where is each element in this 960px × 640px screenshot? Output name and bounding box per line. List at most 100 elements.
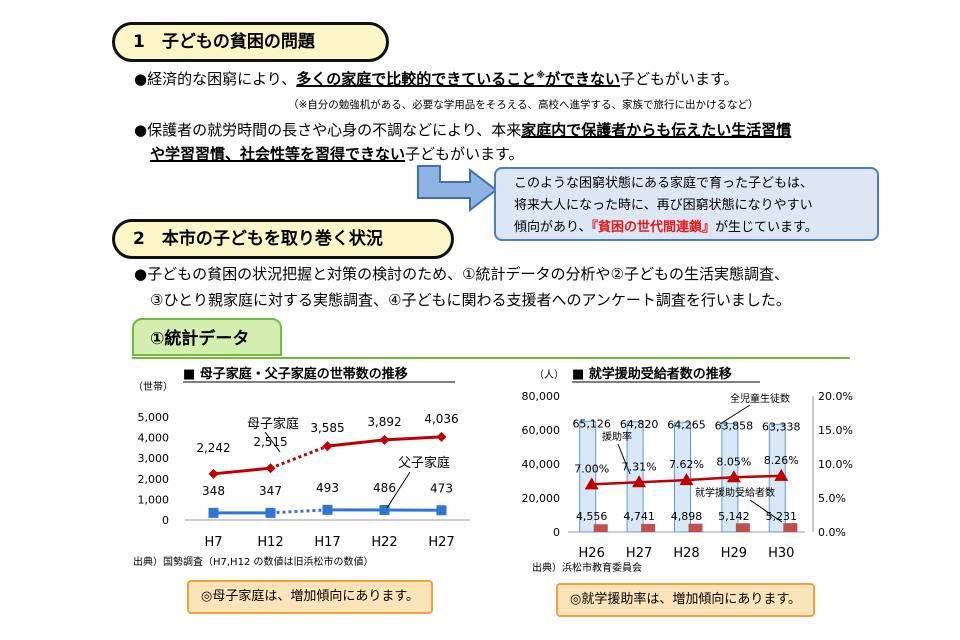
conclusion-chart1: ◎母子家庭は、増加傾向にあります。: [187, 580, 434, 614]
chart1-xtick: H12: [257, 535, 283, 550]
chart2-title: ■ 就学援助受給者数の推移: [572, 366, 732, 382]
chart1-ytick: 4,000: [138, 432, 170, 445]
callout-line3: 傾向があり、『貧困の世代間連鎖』が生じています。: [514, 220, 818, 235]
chart1-legend-mother: 母子家庭: [247, 416, 299, 432]
chart2-xtick: H30: [768, 546, 794, 561]
section1-bullet1: ●経済的な困窮により、多くの家庭で比較的できていること※ができない子どもがいます…: [134, 70, 739, 88]
chart1-point-mother: [265, 463, 276, 474]
chart1-label-mother: 2,515: [253, 435, 287, 449]
chart1-label-father: 473: [430, 481, 453, 495]
chart2-rate-point: [679, 473, 694, 486]
callout-line1: このような困窮状態にある家庭で育った子どもは、: [514, 176, 814, 191]
chart2-label-aid: 5,142: [718, 510, 750, 523]
chart2-y2tick: 20.0%: [818, 390, 853, 403]
chart2-label-total: 63,858: [715, 419, 754, 432]
chart1-xtick: H7: [204, 535, 222, 550]
chart1-legend-father-leader: [386, 471, 411, 509]
chart2-label-aid: 5,231: [766, 510, 798, 523]
chart2-y2tick: 0.0%: [818, 526, 846, 539]
chart2-xtick: H27: [626, 546, 652, 561]
chart1-title: ■ 母子家庭・父子家庭の世帯数の推移: [183, 366, 408, 382]
chart2-y2tick: 5.0%: [818, 492, 846, 505]
chart2-label-rate: 7.31%: [622, 460, 657, 473]
chart1-series-line: [327, 438, 385, 448]
section2-heading: 2 本市の子どもを取り巻く状況: [112, 219, 454, 259]
chart2-legend-aid: 就学援助受給者数: [695, 486, 775, 499]
chart2-label-rate: 7.00%: [574, 462, 609, 475]
chart1-point-father: [436, 505, 447, 516]
arrow-icon: [417, 165, 498, 213]
chart2-legend-total: 全児童生徒数: [730, 392, 790, 405]
chart1-ytick: 2,000: [138, 473, 170, 486]
chart2-bar-aid: [688, 523, 703, 532]
chart2-bar-aid: [593, 524, 608, 532]
chart2-rate-line: [686, 476, 734, 482]
chart2-label-aid: 4,741: [623, 510, 655, 523]
chart1-label-mother: 3,585: [310, 421, 344, 435]
chart1-label-father: 486: [373, 481, 396, 495]
chart1-point-father: [265, 507, 276, 518]
chart2-bar-aid: [641, 523, 656, 532]
chart1-legend-mother-leader: [264, 431, 281, 453]
chart1-ytick: 5,000: [138, 411, 170, 424]
chart2-label-total: 63,338: [762, 420, 801, 433]
conclusion-chart2: ◎就学援助率は、増加傾向にあります。: [556, 583, 816, 617]
chart2-xtick: H28: [673, 546, 699, 561]
chart1-label-mother: 4,036: [424, 412, 458, 426]
chart1-xtick: H17: [314, 535, 340, 550]
chart1-point-mother: [379, 434, 390, 445]
chart1-point-mother: [208, 468, 219, 479]
chart1-legend-father: 父子家庭: [398, 455, 450, 471]
chart1-label-father: 348: [202, 484, 225, 498]
chart2-rate-point: [584, 477, 599, 490]
chart1-source: 出典）国勢調査（H7,H12 の数値は旧浜松市の数値）: [133, 555, 373, 568]
chart2-bar-total: [626, 421, 644, 533]
chart2-legend-rate: 援助率: [602, 430, 632, 443]
chart1-label-mother: 2,242: [196, 441, 230, 455]
callout-box: このような困窮状態にある家庭で育った子どもは、 将来大人になった時に、再び困窮状…: [494, 167, 879, 241]
chart1-series-line: [269, 444, 329, 470]
chart2-ytick: 80,000: [522, 390, 561, 403]
chart2-legend-rate-leader: [617, 443, 631, 475]
chart1-xtick: H27: [428, 535, 454, 550]
school-aid-bar-chart: ■ 就学援助受給者数の推移 （人） 80,000 60,000 40,000 20,000…: [522, 366, 853, 574]
chart2-ytick: 60,000: [522, 424, 561, 437]
section1-bullet2: ●保護者の就労時間の長さや心身の不調などにより、本来家庭内で保護者からも伝えたい…: [134, 121, 792, 139]
chart2-xtick: H26: [579, 546, 605, 561]
chart1-ytick: 0: [162, 514, 169, 527]
chart2-ytick: 40,000: [522, 458, 561, 471]
chart2-label-rate: 8.05%: [716, 455, 751, 468]
chart2-ylabel: （人）: [534, 369, 564, 381]
chart2-bar-aid: [783, 523, 798, 532]
chart1-ytick: 1,000: [138, 493, 170, 506]
chart2-label-total: 64,265: [667, 419, 706, 432]
chart2-label-total: 65,126: [572, 417, 611, 430]
chart2-y2tick: 15.0%: [818, 424, 853, 437]
section2-bullet-line2: ③ひとり親家庭に対する実態調査、④子どもに関わる支援者へのアンケート調査を行いま…: [150, 291, 791, 309]
chart1-point-mother: [322, 441, 333, 452]
callout-line2: 将来大人になった時に、再び困窮状態になりやすい: [514, 198, 813, 213]
chart1-point-father: [208, 507, 219, 518]
chart2-legend-aid-leader: [749, 499, 783, 523]
chart2-rate-point: [774, 468, 789, 481]
chart2-rate-line: [639, 478, 687, 484]
chart1-point-father: [379, 504, 390, 515]
tab-statistics: ①統計データ: [132, 318, 282, 356]
section1-note: （※自分の勉強机がある、必要な学用品をそろえる、高校へ進学する、家族で旅行に出か…: [288, 99, 759, 111]
chart2-xtick: H29: [721, 546, 747, 561]
chart2-legend-total-leader: [719, 404, 751, 425]
chart1-label-father: 347: [259, 484, 282, 498]
divider: [132, 357, 850, 359]
chart1-series-line: [384, 435, 442, 442]
chart2-label-rate: 7.62%: [669, 458, 704, 471]
chart2-bar-aid: [735, 523, 750, 532]
chart2-y2tick: 10.0%: [818, 458, 853, 471]
chart2-label-total: 64,820: [620, 418, 659, 431]
chart2-rate-point: [726, 470, 741, 483]
chart2-rate-point: [632, 475, 647, 488]
chart2-rate-line: [733, 474, 782, 479]
chart2-bar-total: [579, 420, 597, 533]
chart1-point-father: [322, 504, 333, 515]
chart2-label-aid: 4,556: [576, 510, 608, 523]
section1-bullet2-line2: や学習習慣、社会性等を習得できない子どもがいます。: [150, 145, 524, 163]
